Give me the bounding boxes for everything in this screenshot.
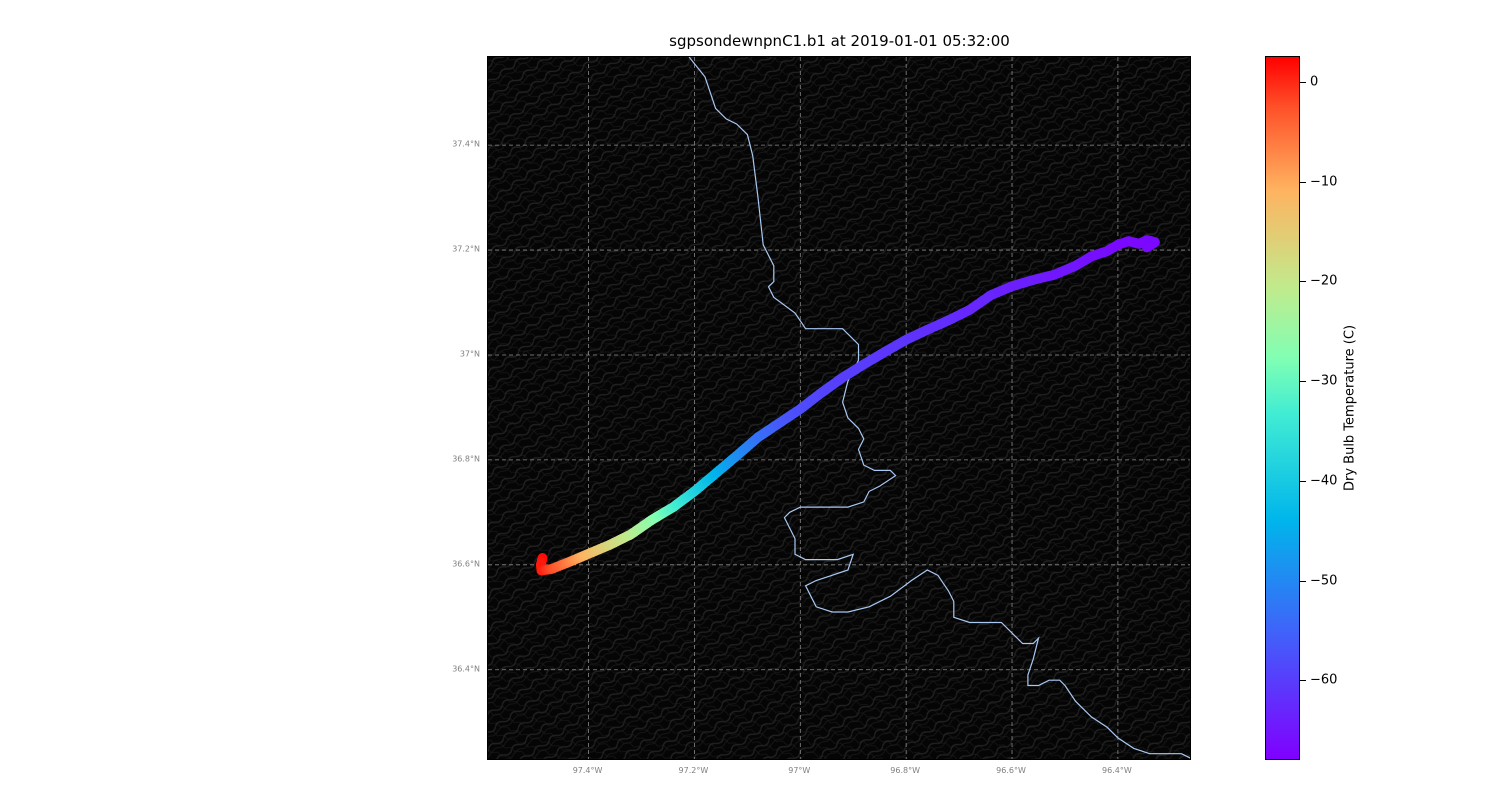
state-boundary-line — [688, 57, 1190, 759]
lon-tick-label: 96.4°W — [1102, 766, 1132, 775]
lat-tick-label: 36.4°N — [452, 664, 480, 674]
lon-tick-label: 96.8°W — [890, 766, 921, 775]
terrain-shading-fine — [488, 57, 1190, 759]
sonde-track — [535, 235, 1160, 576]
plot-title: sgpsondewnpnC1.b1 at 2019-01-01 05:32:00 — [669, 32, 1010, 50]
lat-tick-label: 36.6°N — [452, 559, 480, 569]
lat-tick-label: 37.2°N — [452, 244, 480, 254]
colorbar-tick-label: −30 — [1310, 373, 1338, 389]
map-panel[interactable] — [487, 56, 1191, 760]
colorbar — [1265, 56, 1300, 760]
colorbar-tick-label: −40 — [1310, 473, 1338, 489]
colorbar-tick-label: −60 — [1310, 672, 1338, 688]
lon-tick-label: 97.2°W — [678, 766, 709, 775]
lat-tick-label: 37°N — [459, 349, 480, 359]
colorbar-tick-label: −50 — [1310, 573, 1338, 588]
lon-tick-label: 97.4°W — [572, 766, 603, 775]
lat-tick-label: 36.8°N — [452, 454, 480, 464]
lon-tick-label: 96.6°W — [996, 766, 1026, 775]
map-canvas — [488, 57, 1190, 759]
colorbar-tick — [1300, 580, 1306, 582]
colorbar-tick-label: −10 — [1310, 174, 1338, 190]
colorbar-label: Dry Bulb Temperature (C) — [1342, 324, 1358, 492]
colorbar-tick — [1300, 381, 1306, 383]
colorbar-tick — [1300, 81, 1306, 83]
colorbar-tick-label: −20 — [1310, 273, 1338, 289]
lat-tick-label: 37.4°N — [452, 139, 480, 149]
colorbar-tick — [1300, 281, 1306, 283]
colorbar-tick — [1300, 680, 1306, 682]
track-point — [1142, 242, 1153, 253]
colorbar-tick — [1300, 480, 1306, 482]
lon-tick-label: 97°W — [788, 766, 811, 775]
colorbar-tick-label: 0 — [1310, 74, 1319, 90]
colorbar-tick — [1300, 181, 1306, 183]
